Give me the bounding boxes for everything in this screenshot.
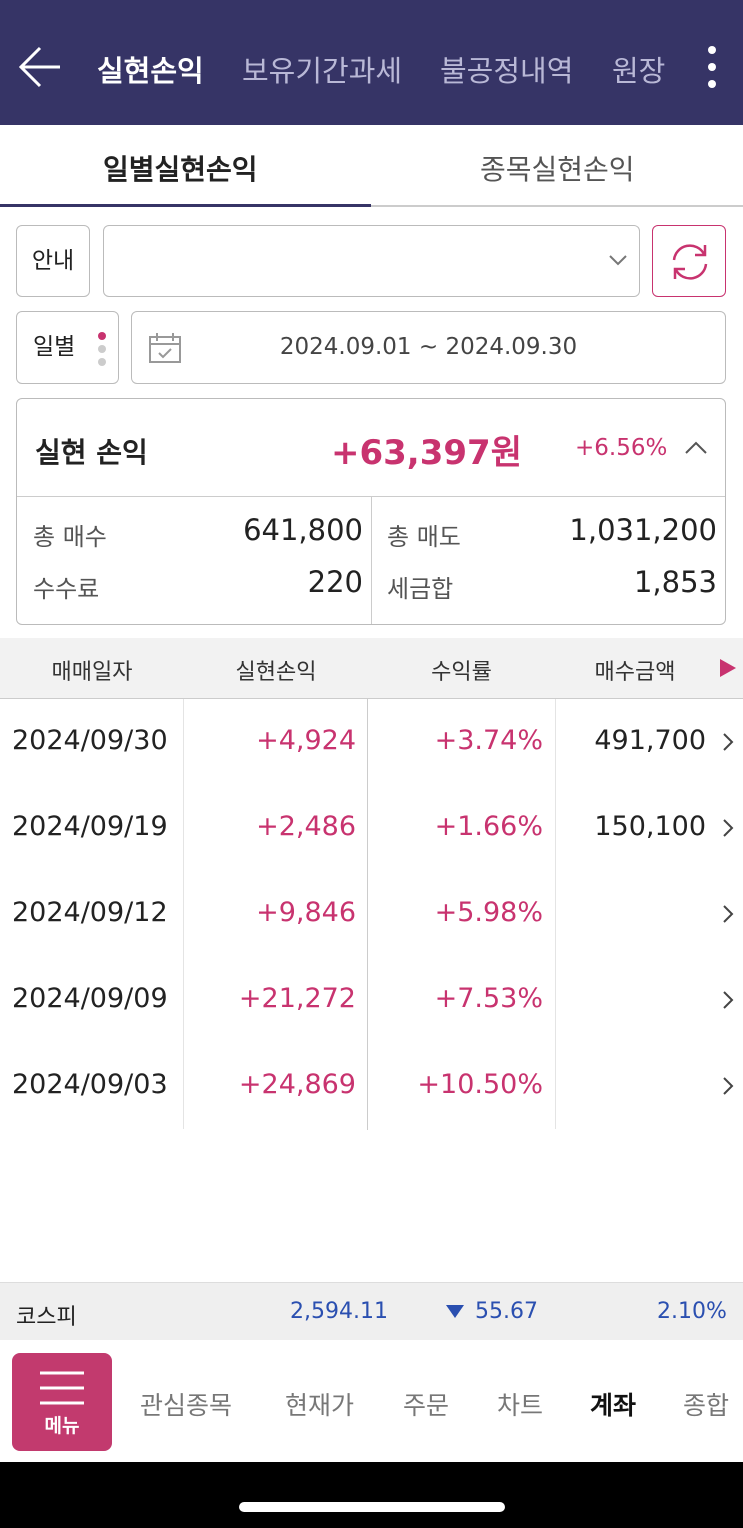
cell: +9,846: [256, 897, 356, 928]
column-header[interactable]: 실현손익: [235, 660, 317, 685]
date-range[interactable]: 2024.09.01 ~ 2024.09.30: [131, 311, 726, 384]
cell: 2024/09/09: [12, 983, 168, 1014]
summary-item-value: 220: [307, 565, 363, 599]
summary-item-value: 1,031,200: [569, 513, 717, 547]
collapse-button[interactable]: [685, 441, 707, 455]
row-divider: [555, 957, 556, 1043]
summary-item-label: 총 매수: [33, 523, 107, 551]
column-header[interactable]: 수익률: [431, 660, 492, 685]
tab[interactable]: 불공정내역: [440, 54, 574, 88]
subtab[interactable]: 종목실현손익: [480, 153, 635, 186]
cell: +21,272: [238, 983, 356, 1014]
summary-item-label: 세금합: [387, 575, 454, 603]
row-arrow: [723, 991, 734, 1009]
row-divider: [183, 785, 184, 871]
refresh-button[interactable]: [652, 225, 726, 297]
index-name: 코스피: [16, 1305, 77, 1330]
active-indicator: [0, 204, 371, 207]
cell: +10.50%: [417, 1069, 543, 1100]
more-button[interactable]: [700, 44, 724, 90]
row-divider: [555, 699, 556, 785]
summary-label: 실현 손익: [35, 436, 148, 469]
summary-rate: +6.56%: [575, 435, 668, 461]
date-text: 2024.09.01 ~ 2024.09.30: [279, 334, 578, 360]
nav-item[interactable]: 관심종목: [140, 1391, 233, 1420]
cell: 2024/09/12: [12, 897, 168, 928]
back-button[interactable]: [18, 46, 62, 88]
account-select[interactable]: [103, 225, 640, 297]
cell: +4,924: [256, 725, 356, 756]
index-change: 55.67: [475, 1299, 538, 1324]
cell: 491,700: [594, 725, 706, 756]
menu-button[interactable]: 메뉴: [12, 1353, 112, 1451]
row-divider: [183, 1043, 184, 1129]
guide-button[interactable]: 안내: [16, 225, 90, 297]
row-arrow: [723, 905, 734, 923]
cell: 2024/09/03: [12, 1069, 168, 1100]
row-arrow: [723, 819, 734, 837]
cell: +1.66%: [434, 811, 543, 842]
nav-item[interactable]: 계좌: [590, 1391, 637, 1420]
index-bar: 코스피 2,594.11 55.67 2.10%: [0, 1282, 743, 1340]
row-divider: [555, 785, 556, 871]
summary-item-value: 1,853: [633, 565, 717, 599]
cell: +2,486: [256, 811, 356, 842]
tab[interactable]: 보유기간과세: [242, 54, 403, 88]
cell: +24,869: [238, 1069, 356, 1100]
cell: 2024/09/30: [12, 725, 168, 756]
column-divider: [367, 699, 368, 1130]
nav-item[interactable]: 차트: [497, 1391, 544, 1420]
index-value: 2,594.11: [290, 1299, 388, 1324]
summary-amount: +63,397원: [331, 433, 522, 473]
cell: +5.98%: [434, 897, 543, 928]
row-arrow: [723, 733, 734, 751]
tab[interactable]: 실현손익: [97, 54, 204, 88]
summary-card: 실현 손익 +63,397원 +6.56% 총 매수 641,800 총 매도 1,0…: [16, 398, 726, 625]
tab[interactable]: 원장: [612, 54, 666, 88]
summary-item-value: 641,800: [243, 513, 363, 547]
row-divider: [555, 871, 556, 957]
period-type[interactable]: 일별: [16, 311, 119, 384]
column-header[interactable]: 매매일자: [51, 660, 133, 685]
home-indicator: [239, 1502, 505, 1512]
summary-item-label: 수수료: [33, 575, 100, 603]
nav-item[interactable]: 종합: [683, 1391, 730, 1420]
cell: 150,100: [594, 811, 706, 842]
system-bar: [0, 1462, 743, 1528]
row-divider: [183, 699, 184, 785]
nav-item[interactable]: 현재가: [285, 1391, 355, 1420]
subtab[interactable]: 일별실현손익: [103, 153, 258, 186]
nav-item[interactable]: 주문: [403, 1391, 450, 1420]
cell: +3.74%: [434, 725, 543, 756]
row-divider: [183, 957, 184, 1043]
divider: [0, 205, 743, 207]
top-bar: 실현손익 보유기간과세 불공정내역 원장: [0, 0, 743, 125]
index-rate: 2.10%: [657, 1299, 727, 1324]
period-label: 일별: [33, 334, 76, 360]
row-arrow: [723, 1077, 734, 1095]
column-header[interactable]: 매수금액: [594, 660, 676, 685]
menu-label: 메뉴: [44, 1415, 80, 1437]
cell: +7.53%: [434, 983, 543, 1014]
cell: 2024/09/19: [12, 811, 168, 842]
divider: [371, 496, 372, 624]
table-header: 매매일자 실현손익 수익률 매수금액: [0, 638, 743, 699]
row-divider: [555, 1043, 556, 1129]
row-divider: [183, 871, 184, 957]
summary-item-label: 총 매도: [387, 523, 461, 551]
